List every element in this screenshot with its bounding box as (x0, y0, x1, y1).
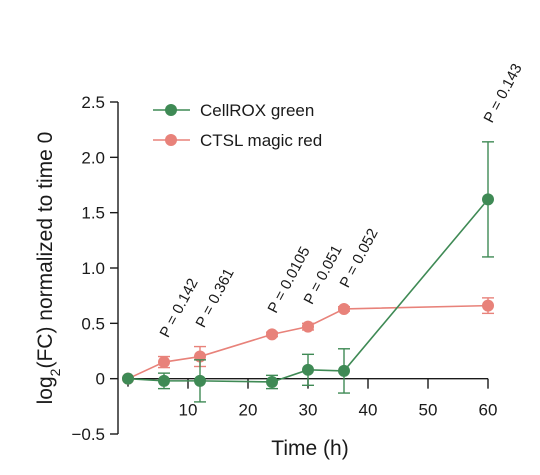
data-point (266, 328, 278, 341)
p-value-label: P = 0.361 (193, 266, 238, 331)
x-tick-label: 40 (359, 401, 378, 420)
y-tick-label: 0.5 (81, 314, 105, 333)
p-value-label: P = 0.143 (481, 61, 526, 126)
axes: 2.5 2.0 1.5 1.0 0.5 0 −0.5 10 20 30 40 50 60 (71, 93, 497, 444)
x-tick-label: 20 (239, 401, 258, 420)
data-point (158, 356, 170, 369)
x-tick-label: 60 (479, 401, 498, 420)
data-point (302, 320, 314, 333)
series-layer (122, 141, 494, 403)
data-point (194, 374, 206, 387)
legend-marker (165, 134, 177, 146)
y-axis-title-main: log (34, 376, 57, 404)
legend: CellROX green CTSL magic red (153, 101, 322, 150)
y-tick-label: 1.5 (81, 204, 105, 223)
y-axis-title-sub: 2 (47, 368, 63, 376)
data-point (338, 364, 350, 377)
x-tick-label: 10 (179, 401, 198, 420)
data-point (158, 374, 170, 387)
data-point (338, 302, 350, 315)
p-value-label: P = 0.0105 (265, 244, 314, 316)
y-tick-label: 0 (96, 370, 105, 389)
x-tick-label: 50 (419, 401, 438, 420)
data-point (266, 375, 278, 388)
x-tick-label: 30 (299, 401, 318, 420)
p-value-label: P = 0.142 (157, 276, 202, 341)
data-point (482, 299, 494, 312)
y-axis-title: log2(FC) normalized to time 0 (34, 132, 63, 405)
legend-marker (165, 104, 177, 116)
y-tick-label: −0.5 (71, 425, 105, 444)
y-tick-label: 2.0 (81, 148, 105, 167)
legend-label: CTSL magic red (200, 131, 322, 150)
p-value-label: P = 0.052 (337, 226, 382, 291)
data-point (302, 363, 314, 376)
data-point (482, 193, 494, 206)
data-point (122, 372, 134, 385)
legend-label: CellROX green (200, 101, 314, 120)
x-axis-title: Time (h) (271, 437, 348, 460)
y-axis-title-rest: (FC) normalized to time 0 (34, 132, 57, 369)
y-tick-label: 1.0 (81, 259, 105, 278)
y-tick-label: 2.5 (81, 93, 105, 112)
series-0 (122, 141, 494, 403)
